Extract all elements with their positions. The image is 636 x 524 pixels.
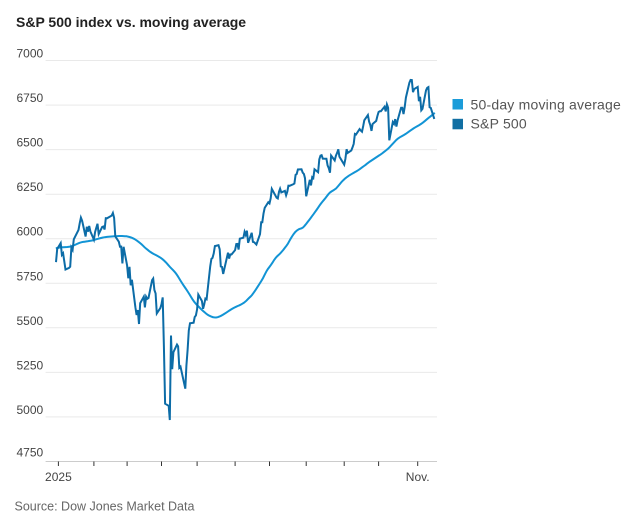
svg-text:5000: 5000 [17, 403, 44, 417]
svg-text:Source: Dow Jones Market Data: Source: Dow Jones Market Data [15, 500, 195, 514]
svg-text:6250: 6250 [17, 180, 44, 194]
svg-text:50-day moving average: 50-day moving average [471, 96, 622, 112]
svg-text:5750: 5750 [17, 269, 44, 283]
svg-text:6750: 6750 [17, 91, 44, 105]
svg-text:6500: 6500 [17, 136, 44, 150]
svg-text:6000: 6000 [17, 225, 44, 239]
svg-text:S&P 500 index vs. moving avera: S&P 500 index vs. moving average [16, 14, 246, 30]
svg-text:5500: 5500 [17, 314, 44, 328]
svg-text:4750: 4750 [17, 446, 44, 460]
svg-text:7000: 7000 [17, 47, 44, 61]
svg-text:5250: 5250 [17, 358, 44, 372]
svg-text:Nov.: Nov. [406, 470, 430, 484]
svg-text:2025: 2025 [45, 470, 72, 484]
svg-text:S&P 500: S&P 500 [471, 116, 527, 132]
